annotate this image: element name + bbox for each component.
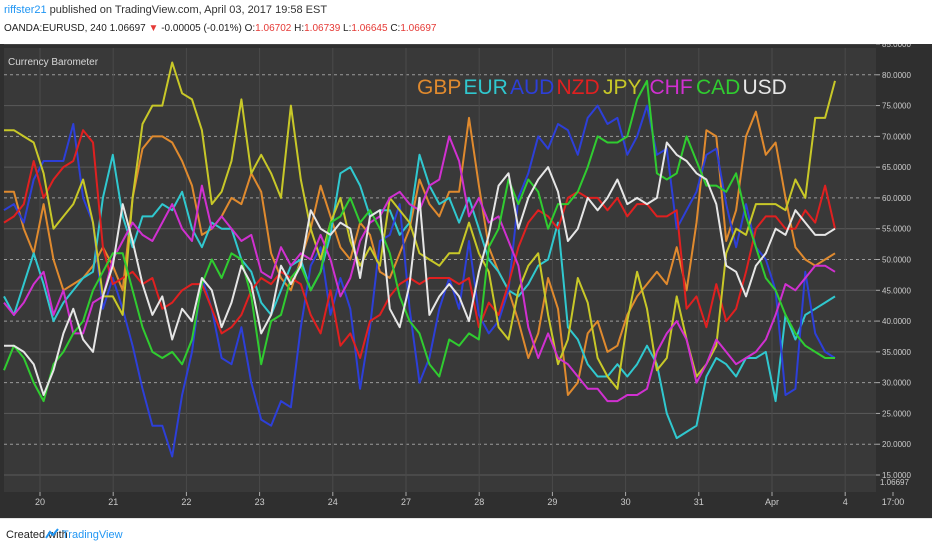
x-tick-label: 29 (547, 497, 557, 507)
legend-item-nzd: NZD (557, 76, 600, 99)
x-tick-label: Apr (765, 497, 779, 507)
legend-item-eur: EUR (464, 76, 508, 99)
y-tick-label: 35.0000 (882, 348, 911, 357)
x-tick-label: 30 (621, 497, 631, 507)
y-tick-label: 40.0000 (882, 317, 911, 326)
legend-item-jpy: JPY (603, 76, 642, 99)
y-tick-label: 80.0000 (882, 71, 911, 80)
y-tick-label: 30.0000 (882, 379, 911, 388)
footer: Created with TradingView (0, 518, 932, 551)
legend-item-usd: USD (743, 76, 787, 99)
series-line-cad (3, 79, 835, 403)
y-tick-label: 70.0000 (882, 132, 911, 141)
close-value: 1.06697 (400, 23, 437, 34)
y-tick-label: 85.0000 (882, 44, 911, 49)
down-arrow-icon: ▼ (148, 23, 159, 34)
series-line-eur (3, 153, 836, 440)
y-tick-label: 45.0000 (882, 286, 911, 295)
chart-title: Currency Barometer (8, 57, 99, 68)
legend: GBP EUR AUD NZD JPY CHF CAD USD (417, 76, 787, 99)
close-label: C: (390, 23, 401, 34)
legend-item-aud: AUD (510, 76, 554, 99)
series-line-gbp (4, 110, 836, 396)
y-tick-label: 60.0000 (882, 194, 911, 203)
y-tick-label: 75.0000 (882, 102, 911, 111)
legend-item-chf: CHF (650, 76, 693, 99)
last-price: 1.06697 (109, 23, 146, 34)
created-with-label: Created with (6, 529, 68, 541)
x-tick-label: 23 (255, 497, 265, 507)
x-tick-label: 28 (474, 497, 484, 507)
author-link[interactable]: riffster21 (4, 4, 47, 16)
high-value: 1.06739 (304, 23, 341, 34)
x-tick-label: 22 (181, 497, 191, 507)
series-line-aud (3, 104, 836, 458)
legend-item-cad: CAD (696, 76, 740, 99)
symbol-line: OANDA:EURUSD, 240 1.06697 ▼ -0.00005 (-0… (4, 23, 436, 34)
symbol-label: OANDA:EURUSD, 240 (4, 23, 107, 34)
x-tick-label: 24 (328, 497, 338, 507)
x-tick-label: 20 (35, 497, 45, 507)
y-tick-label: 15.0000 (882, 471, 911, 480)
x-tick-label: 31 (694, 497, 704, 507)
plot-area[interactable] (4, 48, 876, 492)
tradingview-link[interactable]: TradingView (62, 529, 123, 541)
legend-item-gbp: GBP (417, 76, 461, 99)
publication-header: riffster21 published on TradingView.com,… (0, 0, 932, 44)
y-tick-label: 65.0000 (882, 163, 911, 172)
price-axis[interactable] (876, 44, 932, 492)
y-tick-label: 55.0000 (882, 225, 911, 234)
currency-chart[interactable]: Currency Barometer GBP EUR AUD NZD JPY CHF CAD… (0, 44, 932, 518)
high-label: H: (294, 23, 305, 34)
open-value: 1.06702 (255, 23, 292, 34)
x-tick-label: 17:00 (882, 497, 905, 507)
series-line-usd (4, 141, 836, 396)
low-label: L: (343, 23, 352, 34)
series-line-chf (3, 135, 836, 403)
x-tick-label: 27 (401, 497, 411, 507)
low-value: 1.06645 (351, 23, 388, 34)
publish-line: riffster21 published on TradingView.com,… (4, 4, 327, 16)
series-line-jpy (4, 61, 836, 390)
time-axis-ticks: 20 21 22 23 24 27 28 29 30 31 Apr 4 17:00 (35, 492, 904, 507)
y-tick-label: 50.0000 (882, 256, 911, 265)
open-label: O: (244, 23, 256, 34)
x-tick-label: 21 (108, 497, 118, 507)
bottom-price-label: 1.06697 (880, 478, 909, 487)
time-axis[interactable] (0, 492, 876, 518)
y-tick-label: 20.0000 (882, 440, 911, 449)
price-axis-ticks: 85.0000 80.0000 75.0000 70.0000 65.0000 60.00… (876, 44, 911, 480)
published-text: published on TradingView.com, April 03, … (46, 4, 328, 16)
x-tick-label: 4 (843, 497, 848, 507)
tradingview-logo-icon[interactable] (44, 526, 60, 542)
y-tick-label: 25.0000 (882, 409, 911, 418)
change-text: -0.00005 (-0.01%) (161, 23, 242, 34)
vertical-grid (39, 48, 846, 492)
series-layer (3, 61, 836, 458)
